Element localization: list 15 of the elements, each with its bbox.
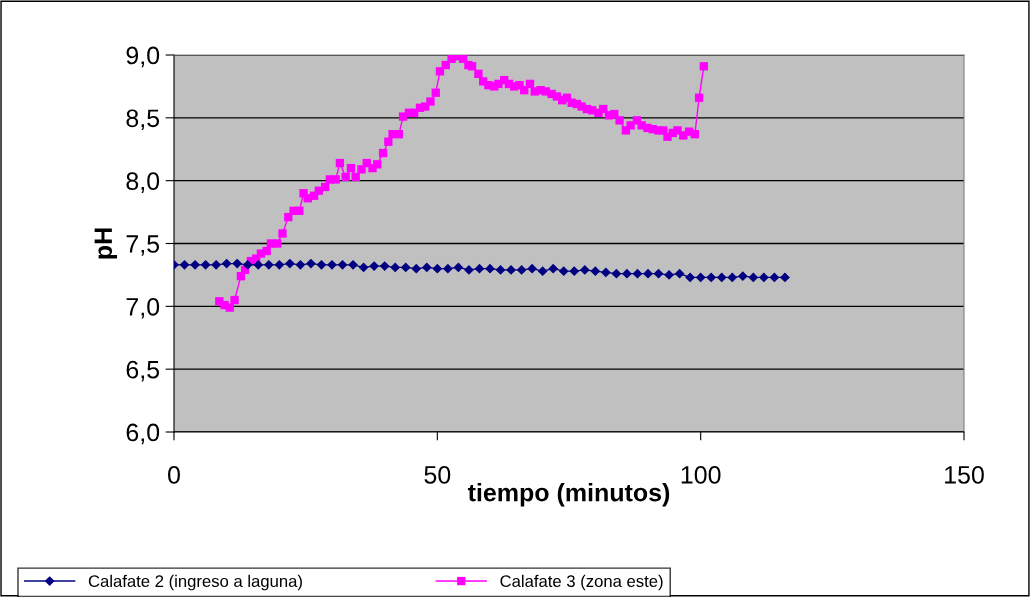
y-tick-label: 8,5 <box>126 109 160 131</box>
x-axis-title: tiempo (minutos) <box>467 483 670 507</box>
y-axis-title: pH <box>94 228 118 259</box>
y-tick-label: 8,0 <box>126 172 160 193</box>
x-tick-label: 150 <box>945 465 984 484</box>
y-tick-label: 6,0 <box>126 423 160 445</box>
x-tick-label: 100 <box>681 465 721 484</box>
y-tick-label: 6,5 <box>126 360 160 382</box>
legend-label: Calafate 3 (zona este) <box>500 574 663 591</box>
x-tick-label: 0 <box>168 465 180 484</box>
y-tick-label: 7,0 <box>126 297 160 319</box>
y-tick-label: 7,5 <box>126 235 160 256</box>
legend-label: Calafate 2 (ingreso a laguna) <box>88 574 302 591</box>
y-tick-label: 9,0 <box>126 46 160 68</box>
x-tick-label: 50 <box>424 465 451 484</box>
